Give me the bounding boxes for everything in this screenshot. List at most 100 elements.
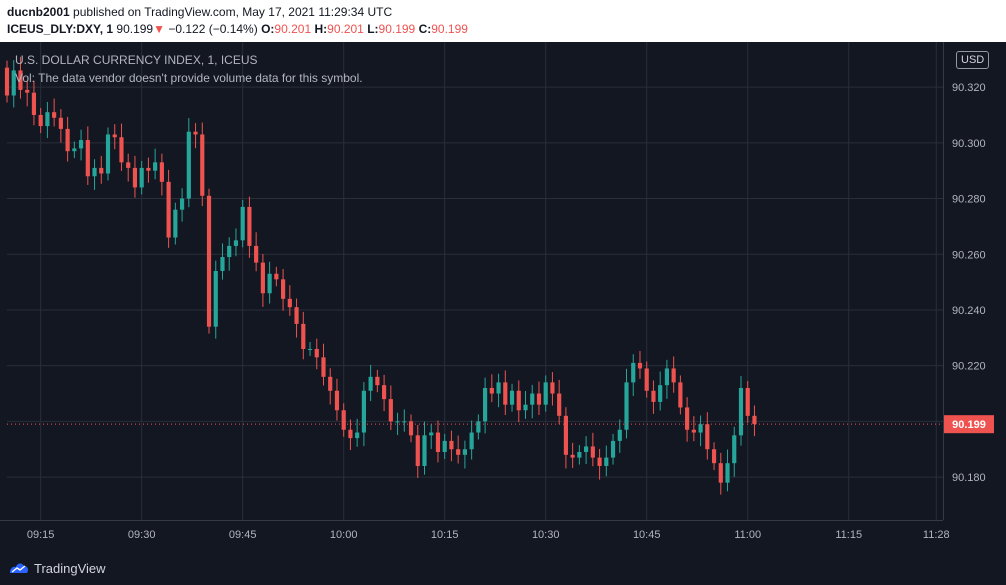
candle-down: [52, 112, 57, 118]
price-change: −0.122 (−0.14%): [168, 22, 258, 36]
candle-down: [112, 134, 117, 138]
candle-up: [355, 432, 360, 439]
candle-down: [503, 382, 508, 405]
candle-down: [408, 421, 414, 436]
candle-up: [584, 446, 589, 453]
grid-lines: [7, 42, 943, 520]
tradingview-logo-icon: [10, 563, 28, 573]
candle-up: [610, 440, 616, 458]
y-tick-label: 90.320: [952, 82, 986, 94]
candle-up: [604, 457, 609, 466]
candle-down: [711, 449, 717, 464]
candle-down: [536, 393, 542, 405]
axes: 90.18090.20090.22090.24090.26090.28090.3…: [0, 42, 994, 541]
candle-down: [705, 424, 710, 450]
candle-down: [341, 410, 346, 430]
candle-up: [442, 440, 447, 453]
candle-up: [395, 421, 400, 423]
candle-up: [220, 257, 225, 271]
candle-up: [173, 209, 178, 238]
candle-up: [509, 390, 515, 405]
candle-up: [732, 435, 737, 464]
tradingview-brand[interactable]: TradingView: [8, 559, 106, 577]
candle-up: [422, 435, 427, 466]
candle-up: [631, 362, 636, 383]
candle-up: [105, 134, 111, 174]
candle-down: [166, 181, 171, 238]
candle-up: [664, 368, 670, 386]
candle-up: [227, 245, 232, 258]
y-tick-label: 90.180: [952, 472, 986, 484]
low-value: 90.199: [378, 22, 416, 36]
x-tick-label: 10:30: [532, 529, 560, 541]
candle-up: [78, 140, 84, 149]
candle-up: [530, 393, 535, 405]
candle-up: [658, 385, 663, 402]
currency-button[interactable]: USD: [956, 51, 990, 69]
brand-name: TradingView: [34, 560, 106, 576]
candle-down: [99, 167, 104, 174]
candle-down: [557, 393, 562, 416]
candle-down: [254, 245, 259, 263]
x-tick-label: 09:30: [128, 529, 156, 541]
candle-up: [738, 387, 744, 436]
candle-up: [624, 382, 629, 430]
candle-down: [718, 463, 723, 483]
candle-up: [213, 270, 218, 327]
candle-down: [644, 368, 649, 391]
candle-down: [590, 446, 595, 458]
high-value: 90.201: [327, 22, 364, 36]
candle-up: [153, 162, 158, 171]
x-tick-label: 10:15: [431, 529, 459, 541]
x-tick-label: 10:00: [330, 529, 358, 541]
candle-down: [25, 89, 30, 93]
candle-up: [483, 387, 488, 422]
candle-down: [651, 390, 656, 402]
candle-down: [31, 92, 37, 115]
candle-down: [449, 440, 454, 450]
high-label: H:: [314, 22, 328, 36]
candle-up: [45, 112, 50, 127]
candle-down: [456, 449, 461, 455]
x-tick-label: 09:15: [27, 529, 55, 541]
candle-down: [193, 131, 198, 135]
candle-up: [462, 449, 467, 455]
candle-up: [496, 382, 501, 394]
x-tick-label: 10:45: [633, 529, 661, 541]
candle-down: [570, 454, 575, 458]
candle-down: [321, 357, 326, 377]
candle-down: [415, 435, 420, 466]
candle-up: [543, 382, 548, 405]
y-tick-label: 90.300: [952, 138, 986, 150]
candles: [4, 56, 757, 495]
candle-up: [307, 348, 313, 350]
candle-up: [92, 167, 97, 177]
chart-area[interactable]: [0, 42, 1006, 555]
candle-up: [233, 240, 239, 246]
publish-info: ducnb2001 published on TradingView.com, …: [7, 5, 392, 19]
x-tick-label: 09:45: [229, 529, 257, 541]
candle-up: [577, 452, 582, 458]
candle-down: [563, 415, 568, 455]
candle-down: [4, 67, 10, 96]
candle-down: [334, 390, 340, 411]
candle-up: [139, 167, 144, 188]
change-down-icon: ▼: [153, 22, 165, 36]
candle-down: [637, 362, 643, 369]
candle-down: [85, 140, 90, 177]
candle-up: [186, 131, 191, 199]
candle-down: [274, 273, 279, 280]
candle-down: [348, 429, 353, 439]
y-tick-label: 90.280: [952, 194, 986, 206]
candle-down: [287, 298, 292, 308]
candle-down: [38, 114, 43, 127]
candle-down: [146, 167, 151, 171]
volume-note: Vol: The data vendor doesn't provide vol…: [15, 71, 363, 85]
candle-down: [58, 117, 63, 129]
x-tick-label: 11:15: [835, 529, 862, 541]
candle-down: [375, 376, 380, 386]
current-price-tag: [944, 415, 994, 434]
author-username[interactable]: ducnb2001: [7, 5, 70, 19]
candle-down: [65, 128, 70, 152]
